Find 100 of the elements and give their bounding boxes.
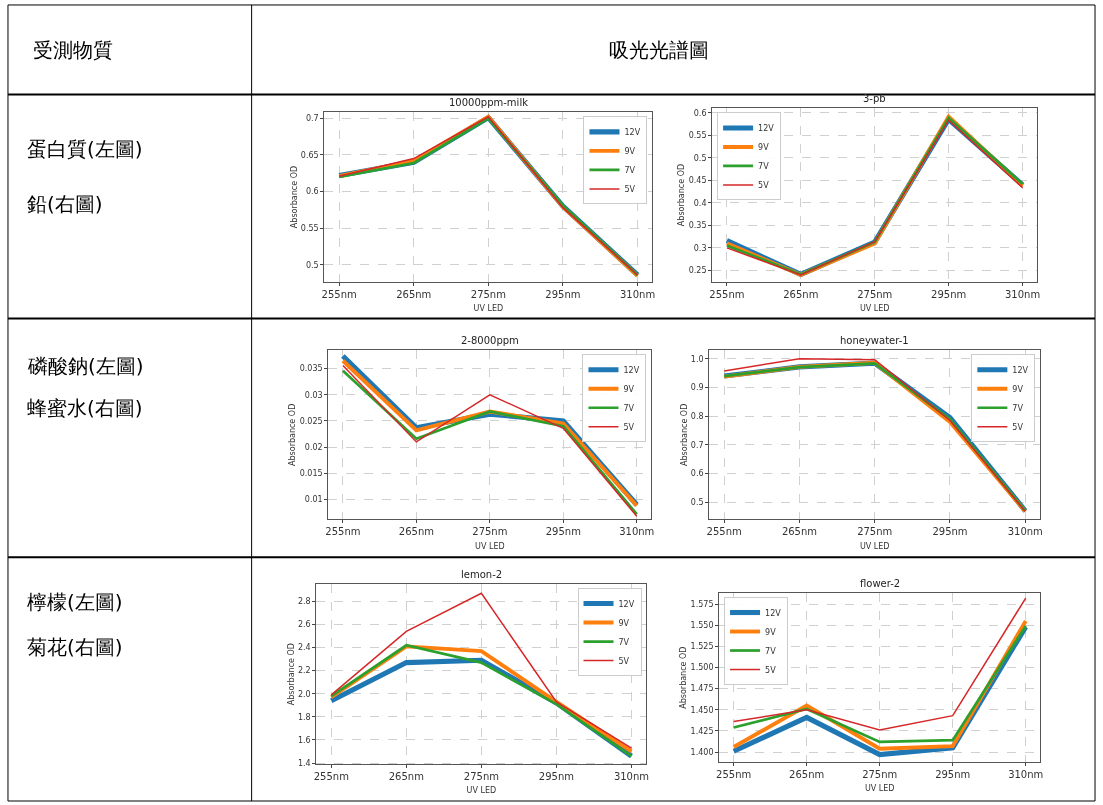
chart-title: 2-8000ppm [461,335,519,346]
x-tick-label: 265nm [388,771,424,783]
x-tick-label: 295nm [545,288,581,300]
text: 蛋白質(左圖) [27,137,143,161]
y-axis-title: Absorbance OD [679,646,689,709]
y-tick-label: 0.6 [305,187,319,197]
x-tick-label: 265nm [396,288,432,300]
legend-label: 12V [624,128,641,138]
x-tick-label: 265nm [398,526,434,538]
text: 檸檬(左圖) [27,590,123,614]
x-tick-label: 265nm [783,288,819,300]
text: 吸光光譜圖 [609,38,709,62]
legend-label: 5V [758,181,770,191]
x-tick-label: 255nm [709,288,745,300]
legend-label: 9V [1012,384,1024,394]
text: 磷酸鈉(左圖) [27,354,144,378]
x-tick-label: 255nm [321,288,357,300]
y-tick-label: 2.0 [297,689,311,699]
y-tick-label: 0.015 [299,469,323,479]
legend-label: 12V [765,608,782,618]
x-tick-label: 310nm [619,526,655,538]
x-tick-label: 295nm [932,526,968,538]
y-tick-label: 1.475 [690,684,714,694]
x-tick-label: 310nm [619,288,656,300]
x-tick-label: 255nm [313,771,349,783]
text: 蜂蜜水(右圖) [27,396,143,420]
y-tick-label: 0.8 [690,411,704,421]
x-tick-label: 255nm [325,526,361,538]
y-tick-label: 0.9 [690,383,704,393]
y-tick-label: 0.6 [690,469,704,479]
y-tick-label: 0.5 [693,153,707,163]
x-axis-title: UV LED [859,541,890,551]
y-tick-label: 0.7 [690,440,704,450]
legend-label: 9V [624,147,636,157]
x-tick-label: 275nm [857,526,893,538]
y-axis-title: Absorbance OD [288,403,298,466]
y-tick-label: 0.6 [693,108,707,118]
y-tick-label: 1.500 [690,663,714,673]
x-tick-label: 295nm [935,769,971,781]
x-tick-label: 275nm [857,288,893,300]
x-tick-label: 310nm [1008,769,1044,781]
x-axis-title: UV LED [473,303,504,313]
y-tick-label: 1.4 [297,758,311,768]
legend-label: 7V [1012,403,1024,413]
y-axis-title: Absorbance OD [679,403,689,466]
x-axis-title: UV LED [475,541,505,551]
y-tick-label: 1.0 [690,354,704,364]
x-axis-title: UV LED [859,303,890,313]
text: 菊花(右圖) [27,635,123,659]
y-axis-title: Absorbance OD [286,642,296,706]
y-tick-label: 0.5 [305,260,319,270]
y-tick-label: 1.450 [690,705,714,715]
legend-label: 7V [623,403,635,413]
y-tick-label: 0.035 [299,364,323,374]
text: 鉛(右圖) [27,192,103,216]
y-axis-title: Absorbance OD [677,163,687,227]
x-tick-label: 310nm [1004,288,1041,300]
x-tick-label: 275nm [472,526,508,538]
y-tick-label: 0.45 [688,176,707,186]
y-tick-label: 0.03 [304,390,323,400]
legend-label: 5V [618,656,630,666]
y-tick-label: 0.65 [300,150,319,160]
legend-label: 9V [623,384,635,394]
chart-title: 10000ppm-milk [449,97,529,108]
y-tick-label: 0.01 [304,495,323,505]
x-axis-title: UV LED [864,784,895,794]
chart-title: honeywater-1 [840,335,909,346]
y-tick-label: 0.55 [688,131,707,141]
y-tick-label: 0.5 [690,498,704,507]
x-tick-label: 265nm [789,769,825,781]
x-tick-label: 275nm [862,769,898,781]
y-tick-label: 0.3 [693,243,707,253]
legend-label: 12V [623,365,640,375]
x-tick-label: 255nm [706,526,742,538]
legend-label: 5V [1012,422,1024,432]
legend-label: 5V [765,665,777,675]
y-tick-label: 2.4 [297,643,311,653]
y-tick-label: 0.02 [304,442,323,452]
y-tick-label: 0.35 [688,221,707,231]
y-tick-label: 1.8 [297,712,311,722]
y-tick-label: 1.575 [690,599,714,609]
chart-title: lemon-2 [461,569,503,580]
x-tick-label: 255nm [716,769,752,781]
text: 受測物質 [33,38,113,62]
y-tick-label: 1.550 [690,620,714,630]
legend-label: 12V [618,599,635,609]
x-tick-label: 310nm [1007,526,1043,538]
x-tick-label: 295nm [538,771,575,783]
x-axis-title: UV LED [466,786,497,796]
legend-label: 7V [618,637,630,647]
legend-label: 5V [624,185,636,195]
legend-label: 9V [618,618,630,628]
x-tick-label: 265nm [781,526,818,538]
x-tick-label: 295nm [545,526,581,538]
y-tick-label: 0.25 [688,266,707,276]
x-tick-label: 275nm [470,288,506,300]
y-tick-label: 1.400 [690,747,714,757]
legend-label: 9V [758,143,770,153]
x-tick-label: 295nm [931,288,967,300]
legend-label: 7V [765,646,777,656]
